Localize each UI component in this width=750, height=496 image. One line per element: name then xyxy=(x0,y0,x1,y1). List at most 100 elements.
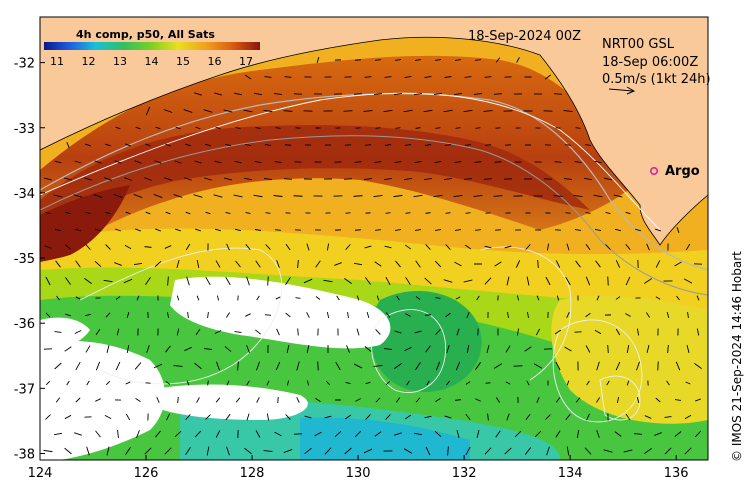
current-vector xyxy=(455,361,461,371)
current-vector xyxy=(384,76,392,78)
current-vector xyxy=(414,330,422,334)
current-vector xyxy=(184,346,192,352)
current-vector xyxy=(364,76,372,78)
current-vector xyxy=(334,430,342,438)
current-vector xyxy=(376,295,380,301)
current-vector xyxy=(44,245,52,249)
current-vector xyxy=(335,361,341,371)
current-vector xyxy=(244,74,252,80)
current-vector xyxy=(226,243,230,251)
current-vector xyxy=(114,160,122,164)
current-vector xyxy=(156,397,160,403)
current-vector xyxy=(365,414,371,420)
current-vector xyxy=(415,127,421,129)
current-vector xyxy=(385,312,391,318)
current-vector xyxy=(86,446,90,456)
current-vector xyxy=(85,244,91,250)
current-vector xyxy=(204,177,212,181)
current-vector xyxy=(285,414,291,420)
map-frame xyxy=(39,16,709,461)
current-vector xyxy=(103,279,113,283)
current-vector xyxy=(674,261,682,267)
current-vector xyxy=(44,177,52,181)
sst-hot-core xyxy=(40,125,590,235)
current-vector xyxy=(445,312,451,318)
current-vector xyxy=(95,398,101,402)
current-vector xyxy=(235,127,241,129)
current-vector xyxy=(394,363,402,369)
current-vector xyxy=(55,397,61,403)
argo-marker-icon xyxy=(649,167,658,176)
current-vector xyxy=(123,278,133,284)
current-vector xyxy=(84,277,92,285)
current-vector xyxy=(353,363,363,369)
current-vector xyxy=(253,92,263,96)
current-vector xyxy=(556,295,560,301)
current-vector xyxy=(606,380,610,386)
current-vector xyxy=(475,362,481,370)
current-vector xyxy=(596,430,600,438)
current-vector xyxy=(136,295,140,301)
current-vector xyxy=(167,276,169,286)
current-vector xyxy=(165,345,171,353)
current-vector xyxy=(424,144,432,146)
current-vector xyxy=(343,178,353,180)
current-vector xyxy=(625,244,631,250)
current-vector xyxy=(155,430,161,438)
current-vector xyxy=(214,228,222,232)
current-vector xyxy=(375,127,381,129)
current-vector xyxy=(346,345,350,353)
current-vector xyxy=(475,127,481,129)
current-vector xyxy=(207,311,209,319)
colorbar-label: 16 xyxy=(208,55,222,68)
current-vector xyxy=(164,245,172,249)
current-vector xyxy=(194,362,202,370)
current-vector xyxy=(185,446,191,456)
current-vector xyxy=(493,363,503,369)
current-vector xyxy=(276,328,280,336)
current-vector xyxy=(676,227,680,233)
current-vector xyxy=(243,177,253,181)
current-vector xyxy=(263,450,273,452)
current-vector xyxy=(424,277,432,285)
current-vector xyxy=(576,429,580,439)
current-vector xyxy=(256,295,260,301)
current-vector xyxy=(474,161,482,163)
current-vector xyxy=(443,177,453,181)
current-vector xyxy=(205,211,211,215)
current-vector xyxy=(216,295,220,301)
current-vector xyxy=(413,194,423,198)
current-vector xyxy=(654,432,662,436)
current-vector xyxy=(425,244,431,250)
current-vector xyxy=(365,381,371,385)
current-vector xyxy=(283,110,293,112)
current-vector xyxy=(106,345,110,353)
current-vector xyxy=(476,430,480,438)
current-vector xyxy=(405,313,411,317)
current-vector xyxy=(675,361,681,371)
current-vector xyxy=(124,177,132,181)
current-vector xyxy=(215,126,221,130)
current-vector xyxy=(575,397,581,403)
current-vector xyxy=(205,414,211,420)
current-vector xyxy=(344,447,352,455)
current-vector xyxy=(574,229,582,231)
current-vector xyxy=(256,361,260,371)
current-vector xyxy=(125,447,131,455)
current-vector xyxy=(403,177,413,181)
current-vector xyxy=(684,447,692,455)
current-vector xyxy=(603,177,613,181)
current-vector xyxy=(354,229,362,231)
current-vector xyxy=(267,276,269,286)
current-vector xyxy=(155,126,161,130)
current-vector xyxy=(185,414,191,420)
current-vector xyxy=(555,430,561,438)
current-vector xyxy=(116,328,120,336)
current-vector xyxy=(194,92,202,96)
current-vector xyxy=(174,160,182,164)
current-vector xyxy=(354,430,362,438)
argo-label: Argo xyxy=(665,164,700,179)
current-vector xyxy=(266,413,270,421)
current-vector xyxy=(603,449,613,453)
current-vector xyxy=(625,413,631,421)
